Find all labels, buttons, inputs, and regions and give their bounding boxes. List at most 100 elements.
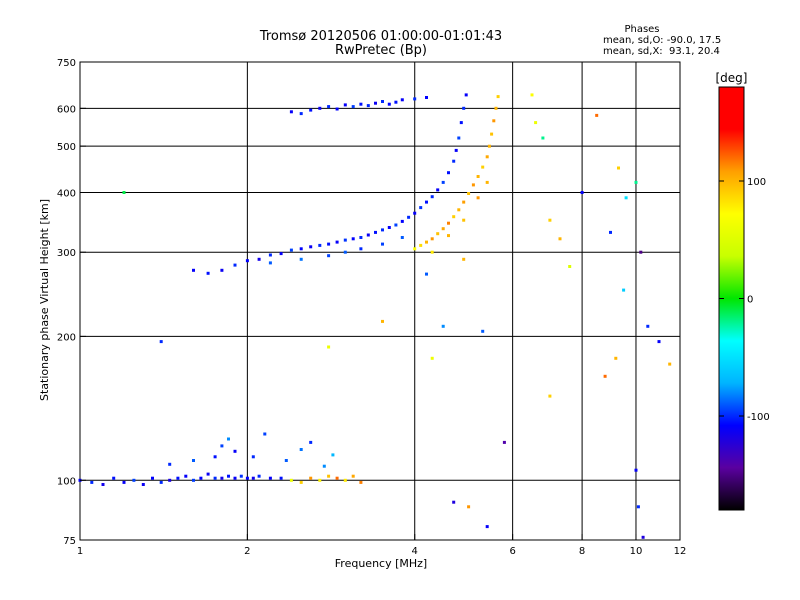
data-point xyxy=(441,324,445,328)
data-point xyxy=(485,180,489,184)
data-point xyxy=(657,340,661,344)
data-point xyxy=(289,248,293,252)
data-point xyxy=(184,474,188,478)
data-point xyxy=(462,257,466,261)
data-point xyxy=(441,180,445,184)
data-point xyxy=(641,535,645,539)
data-point xyxy=(299,112,303,116)
data-point xyxy=(318,478,322,482)
data-point xyxy=(447,221,450,225)
data-point xyxy=(464,93,468,97)
data-point xyxy=(220,444,224,448)
data-point xyxy=(233,449,237,453)
data-point xyxy=(159,480,163,484)
data-point xyxy=(257,257,261,261)
plot-area xyxy=(79,61,681,541)
y-tick-label: 600 xyxy=(57,104,76,115)
y-tick-label: 400 xyxy=(57,188,76,199)
x-tick-label: 12 xyxy=(674,546,687,557)
phases-summary: Phases mean, sd,O: -90.0, 17.5 mean, sd,… xyxy=(603,24,721,57)
data-point xyxy=(343,103,347,107)
data-point xyxy=(335,476,339,480)
data-point xyxy=(394,223,398,227)
data-point xyxy=(366,104,370,108)
y-tick-label: 300 xyxy=(57,248,76,259)
data-point xyxy=(141,483,145,486)
data-point xyxy=(112,476,116,480)
x-tick-label: 8 xyxy=(579,546,585,557)
data-point xyxy=(199,476,203,480)
data-point xyxy=(374,101,377,105)
data-point xyxy=(206,271,210,275)
data-point xyxy=(220,476,224,480)
data-point xyxy=(471,183,475,187)
data-point xyxy=(462,106,466,110)
data-point xyxy=(481,329,485,333)
data-point xyxy=(90,480,94,484)
data-point xyxy=(359,247,363,251)
data-point xyxy=(176,476,180,480)
data-point xyxy=(331,453,335,457)
chart-title: Tromsø 20120506 01:00:00-01:01:43 xyxy=(259,29,502,44)
data-point xyxy=(327,474,331,478)
data-point xyxy=(122,191,126,194)
data-point xyxy=(441,227,445,231)
data-point xyxy=(351,237,355,241)
data-point xyxy=(220,268,224,272)
x-tick-label: 6 xyxy=(509,546,515,557)
data-point xyxy=(289,110,293,114)
data-point xyxy=(496,95,500,99)
data-point xyxy=(459,121,463,125)
data-point xyxy=(407,215,411,219)
data-point xyxy=(122,480,126,484)
data-point xyxy=(159,340,163,344)
phases-heading: Phases xyxy=(624,24,659,35)
data-point xyxy=(309,245,313,249)
data-point xyxy=(400,98,404,102)
colorbar-tick-label: 0 xyxy=(747,295,753,306)
data-point xyxy=(343,238,347,242)
data-point xyxy=(419,206,423,210)
data-point xyxy=(452,159,456,163)
data-point xyxy=(502,440,506,444)
data-point xyxy=(413,211,417,215)
y-axis-label: Stationary phase Virtual Height [km] xyxy=(38,199,51,401)
series-f2-o xyxy=(192,93,468,275)
data-point xyxy=(487,144,491,148)
data-point xyxy=(636,505,640,509)
data-point xyxy=(322,464,326,468)
data-point xyxy=(245,259,249,263)
data-point xyxy=(168,478,172,482)
data-point xyxy=(609,230,612,234)
data-point xyxy=(400,236,404,239)
data-point xyxy=(492,119,496,123)
y-tick-label: 750 xyxy=(57,58,76,69)
data-point xyxy=(299,480,303,484)
data-point xyxy=(299,448,303,451)
x-tick-label: 4 xyxy=(412,546,418,557)
data-point xyxy=(327,242,331,246)
data-point xyxy=(239,474,243,478)
data-point xyxy=(101,483,105,486)
data-point xyxy=(327,254,331,258)
data-point xyxy=(309,440,313,444)
data-point xyxy=(447,234,450,238)
data-point xyxy=(132,478,136,482)
colorbar-tick-label: -100 xyxy=(747,412,770,423)
data-point xyxy=(436,232,440,236)
data-point xyxy=(284,459,288,462)
data-point xyxy=(251,455,255,459)
x-tick-label: 2 xyxy=(244,546,250,557)
data-point xyxy=(462,200,466,204)
data-point xyxy=(309,108,313,112)
data-point xyxy=(268,253,272,257)
data-point xyxy=(206,472,210,476)
data-point xyxy=(327,345,331,349)
data-point xyxy=(351,105,355,109)
data-point xyxy=(381,319,384,323)
data-point xyxy=(359,480,363,484)
data-point xyxy=(245,476,249,480)
data-point xyxy=(634,468,638,472)
y-tick-label: 100 xyxy=(57,476,76,487)
